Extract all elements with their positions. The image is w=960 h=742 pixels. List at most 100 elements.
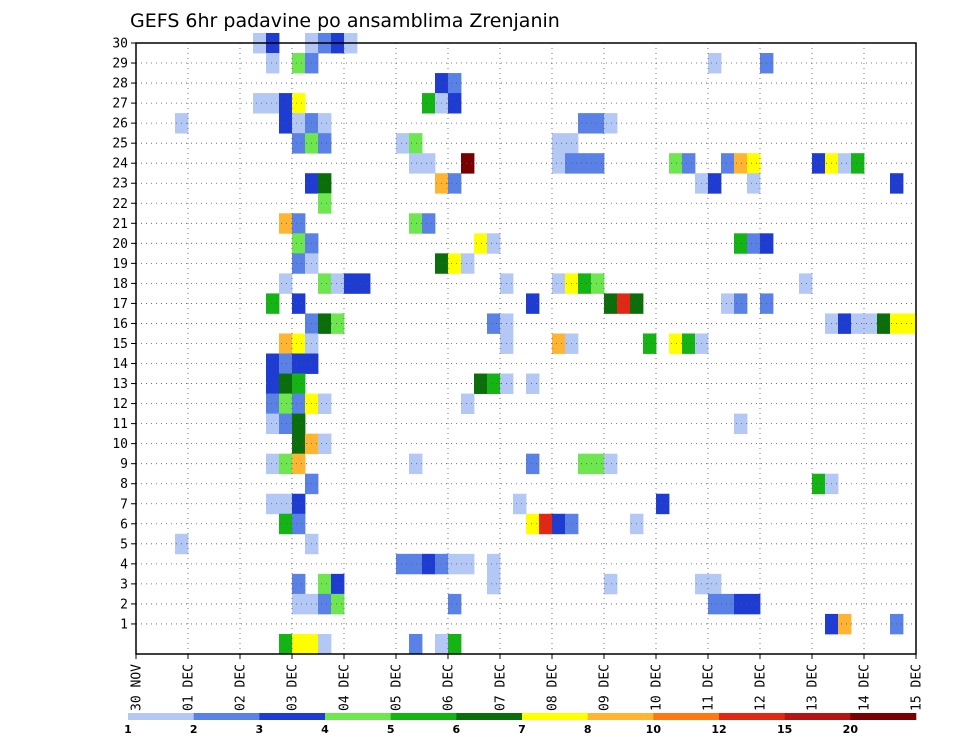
x-tick-label: 07 DEC — [494, 664, 509, 711]
heatmap-cell — [513, 493, 527, 515]
heatmap-cell — [435, 633, 449, 655]
legend-swatch — [522, 713, 588, 720]
heatmap-cell — [578, 153, 592, 174]
heatmap-cell — [279, 453, 293, 475]
legend-label: 3 — [256, 723, 264, 736]
heatmap-cell — [669, 153, 683, 174]
heatmap-cell — [838, 613, 852, 635]
legend-label: 4 — [321, 723, 329, 736]
heatmap-cell — [318, 113, 332, 134]
heatmap-cell — [591, 273, 605, 294]
x-tick-label: 12 DEC — [754, 664, 769, 711]
heatmap-cell — [318, 193, 332, 214]
legend-swatch — [850, 713, 917, 720]
x-tick-label: 02 DEC — [234, 664, 249, 711]
legend-label: 1 — [124, 723, 132, 736]
heatmap-cell — [266, 93, 280, 114]
heatmap-cell — [487, 233, 501, 254]
y-tick-label: 12 — [112, 397, 128, 412]
heatmap-cell — [318, 173, 332, 194]
x-tick-label: 09 DEC — [598, 664, 613, 711]
heatmap-cell — [318, 313, 332, 334]
heatmap-cell — [591, 113, 605, 134]
heatmap-cell — [526, 453, 540, 475]
heatmap-cell — [838, 153, 852, 174]
y-tick-label: 13 — [112, 377, 128, 392]
heatmap-cell — [409, 453, 423, 475]
y-tick-label: 25 — [112, 137, 128, 152]
y-tick-label: 10 — [112, 437, 128, 452]
heatmap-cell — [266, 53, 280, 74]
heatmap-cell — [422, 93, 436, 114]
heatmap-cell — [422, 153, 436, 174]
heatmap-cell — [422, 553, 436, 575]
heatmap-cell — [448, 73, 462, 94]
y-tick-label: 21 — [112, 217, 128, 232]
legend-label: 20 — [843, 723, 859, 736]
heatmap-cell — [279, 93, 293, 114]
heatmap-cell — [669, 333, 683, 354]
x-tick-label: 13 DEC — [806, 664, 821, 711]
heatmap-cell — [318, 593, 332, 615]
heatmap-cell — [344, 273, 358, 294]
heatmap-cell — [851, 153, 865, 174]
heatmap-cell — [734, 593, 748, 615]
heatmap-cells — [175, 32, 917, 655]
heatmap-cell — [292, 633, 306, 655]
legend-swatch — [128, 713, 194, 720]
heatmap-cell — [474, 373, 488, 394]
y-tick-label: 15 — [112, 337, 128, 352]
color-legend: 1 2 3 4 5 6 7 8 10 12 15 20 — [124, 713, 917, 736]
heatmap-cell — [292, 513, 306, 535]
heatmap-cell — [682, 333, 696, 354]
heatmap-cell — [552, 153, 566, 174]
legend-swatch — [259, 713, 326, 720]
x-tick-label: 03 DEC — [286, 664, 301, 711]
heatmap-cell — [552, 273, 566, 294]
legend-swatch — [784, 713, 851, 720]
plot-frame — [135, 42, 917, 655]
heatmap-cell — [409, 153, 423, 174]
heatmap-cell — [877, 313, 891, 334]
heatmap-cell — [357, 273, 371, 294]
legend-swatch — [325, 713, 391, 720]
heatmap-cell — [552, 333, 566, 354]
legend-label: 5 — [387, 723, 395, 736]
x-tick-label: 30 NOV — [130, 664, 145, 711]
heatmap-cell — [266, 413, 280, 435]
y-tick-label: 19 — [112, 257, 128, 272]
heatmap-cell — [552, 513, 566, 535]
heatmap-cell — [448, 253, 462, 274]
heatmap-cell — [266, 353, 280, 374]
heatmap-cell — [292, 453, 306, 475]
heatmap-cell — [292, 393, 306, 414]
heatmap-cell — [266, 453, 280, 475]
legend-swatch — [456, 713, 523, 720]
heatmap-cell — [266, 393, 280, 414]
heatmap-cell — [656, 493, 670, 515]
legend-label: 15 — [777, 723, 792, 736]
legend-label: 8 — [584, 723, 592, 736]
x-tick-label: 10 DEC — [650, 664, 665, 711]
y-tick-label: 22 — [112, 197, 128, 212]
heatmap-cell — [799, 273, 813, 294]
heatmap-cell — [318, 433, 332, 455]
legend-label: 2 — [190, 723, 198, 736]
y-tick-label: 4 — [120, 557, 128, 572]
heatmap-cell — [279, 353, 293, 374]
legend-swatch — [653, 713, 720, 720]
legend-swatch — [587, 713, 654, 720]
y-tick-label: 8 — [120, 477, 128, 492]
y-tick-label: 28 — [112, 77, 128, 92]
y-tick-label: 16 — [112, 317, 128, 332]
heatmap-cell — [448, 173, 462, 194]
heatmap-cell — [643, 333, 657, 354]
heatmap-cell — [604, 573, 618, 595]
x-tick-label: 04 DEC — [338, 664, 353, 711]
heatmap-cell — [292, 233, 306, 254]
heatmap-cell — [266, 293, 280, 314]
heatmap-cell — [461, 553, 475, 575]
heatmap-cell — [266, 373, 280, 394]
heatmap-cell — [734, 293, 748, 314]
